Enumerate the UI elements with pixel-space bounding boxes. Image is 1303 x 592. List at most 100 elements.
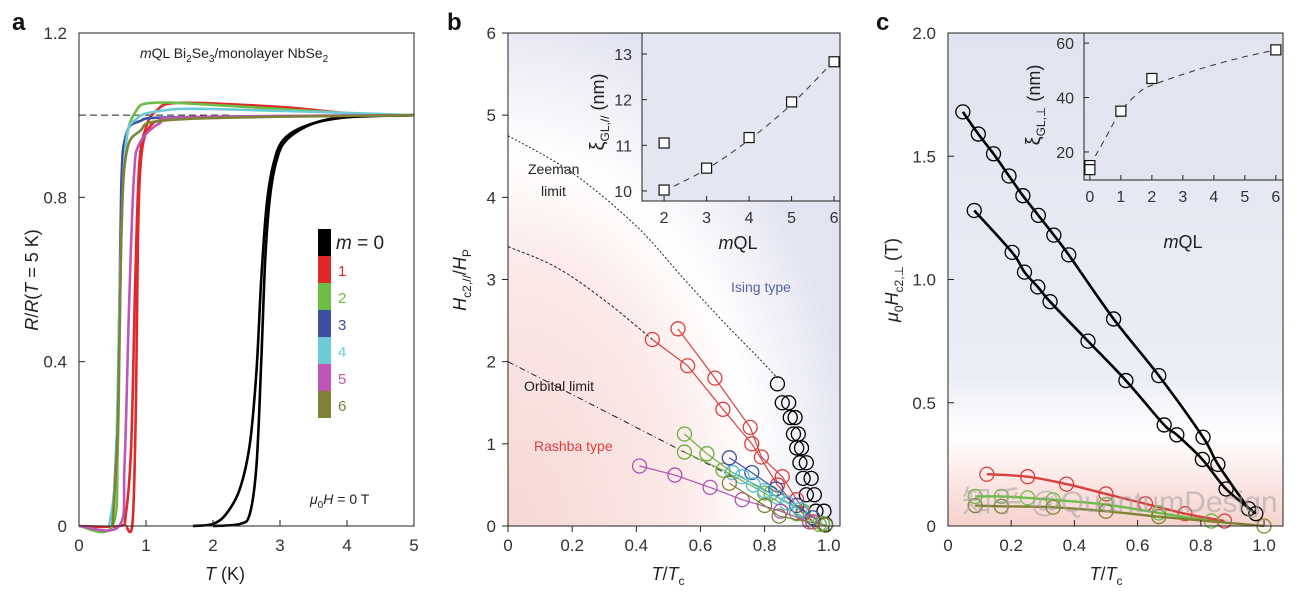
inset-b-point (700, 162, 713, 174)
point-m-1 (1019, 469, 1036, 485)
point-m-0 (1001, 168, 1017, 184)
panel-label-a: a (12, 9, 26, 36)
panel-a-y-tick-label: 0 (58, 517, 67, 536)
panel-label-b: b (447, 9, 462, 36)
point-m-2 (1151, 505, 1167, 521)
point-m-0 (785, 426, 802, 442)
panel-c-y-label: μ0Hc2,⊥ (T) (882, 238, 906, 323)
inset-c-point (1115, 105, 1127, 117)
point-m-4 (724, 464, 741, 481)
point-m-3 (721, 450, 737, 466)
line-m-1 (677, 328, 814, 523)
panel-c-x-tick-label: 0 (943, 536, 952, 555)
panel-a-x-tick-label: 0 (74, 536, 83, 555)
point-m-0 (1105, 311, 1122, 327)
inset-c-y-label: ξGL,⊥ (nm) (1023, 65, 1048, 146)
inset-b-point (828, 56, 840, 68)
panel-a: 0 1 2 3 4 5 0 0.4 0.8 1.2 1 2 3 4 5 6 (43, 24, 418, 555)
panel-c-x-label: T/Tc (1089, 564, 1122, 587)
point-m-0 (798, 455, 814, 471)
panel-c-x-tick-label: 0.4 (1063, 536, 1087, 555)
panel-c-x-tick-label: 0.8 (1189, 536, 1213, 555)
inset-b-y-label: ξGL,// (nm) (587, 74, 612, 151)
panel-c-y-tick-label: 2.0 (912, 24, 936, 43)
panel-b-y-tick-label: 0 (487, 517, 496, 536)
point-m-2 (967, 488, 983, 505)
inset-c-y-tick-label: 40 (1056, 91, 1074, 108)
point-m-0 (1046, 227, 1062, 243)
legend-swatch-m-2 (318, 283, 331, 310)
line-m-4 (732, 472, 801, 511)
inset-b-x-tick-label: 4 (745, 210, 754, 227)
point-m-0 (1194, 451, 1211, 468)
point-m-6 (1151, 508, 1167, 525)
point-m-0 (1015, 188, 1031, 204)
panel-a-y-label: R/R(T = 5 K) (22, 229, 42, 331)
point-m-1 (744, 436, 760, 452)
point-m-1 (1177, 506, 1193, 522)
inset-b-point (658, 137, 670, 149)
fit-line-m-0 (961, 111, 1250, 510)
point-m-4 (756, 483, 773, 499)
legend-label-m-6: 6 (338, 398, 346, 415)
point-m-6 (993, 498, 1010, 514)
point-m-2 (699, 446, 715, 462)
point-m-0 (789, 440, 805, 456)
point-m-0 (1210, 456, 1226, 473)
line-m-6 (728, 482, 826, 526)
point-m-0 (793, 440, 810, 456)
panel-a-y-tick-label: 1.2 (43, 24, 67, 43)
point-m-1 (715, 401, 731, 417)
inset-b-y-tick-label: 10 (614, 184, 632, 201)
zeeman-limit-line (507, 135, 778, 379)
point-m-1 (644, 331, 660, 348)
point-m-3 (789, 497, 805, 514)
inset-b-frame (641, 32, 841, 202)
curve-m-0 (212, 113, 415, 528)
point-m-6 (817, 517, 834, 533)
point-m-6 (1098, 503, 1114, 519)
point-m-0 (985, 146, 1002, 162)
panel-a-frame (78, 32, 415, 527)
point-m-0 (1195, 429, 1211, 445)
orbital-limit-label: Orbital limit (524, 378, 594, 394)
inset-b-y-tick-label: 13 (614, 47, 632, 64)
point-m-6 (721, 475, 737, 491)
field-annotation: μ0H = 0 T (309, 491, 370, 511)
inset-c-point (1146, 72, 1158, 85)
point-m-0 (803, 470, 819, 486)
point-m-2 (676, 426, 693, 442)
point-m-2 (715, 462, 731, 478)
legend-label-m-1: 1 (338, 263, 346, 280)
inset-c-x-tick-label: 2 (1147, 189, 1156, 206)
point-m-0 (970, 126, 986, 142)
panel-b-y-tick-label: 6 (487, 24, 496, 43)
orbital-limit-line (507, 361, 733, 478)
panel-b-y-tick-label: 5 (487, 106, 496, 125)
point-m-0 (1030, 279, 1046, 295)
inset-c-point (1084, 164, 1096, 176)
panel-a-x-label: T (K) (205, 564, 245, 584)
panel-label-c: c (876, 9, 889, 36)
inset-b-x-tick-label: 6 (830, 210, 839, 227)
legend-swatch-m-4 (318, 337, 331, 364)
watermark: 知乎 @QuantumDesign (962, 486, 1278, 519)
point-m-0 (1156, 417, 1172, 433)
panel-b-x-tick-label: 1.0 (817, 536, 841, 555)
panel-b-x-tick-label: 0.4 (624, 536, 648, 555)
panel-b-y-tick-label: 2 (487, 353, 496, 372)
inset-b-x-tick-label: 5 (787, 210, 796, 227)
legend-label-m-3: 3 (338, 317, 346, 334)
panel-b-x-tick-label: 0 (503, 536, 512, 555)
inset-b-x-label: mQL (718, 233, 757, 253)
legend-label-m-2: 2 (338, 290, 346, 307)
point-m-5 (631, 458, 648, 474)
inset-c-x-tick-label: 3 (1178, 189, 1187, 206)
panel-b-y-tick-label: 3 (487, 271, 496, 290)
point-m-0 (1016, 264, 1033, 280)
point-m-1 (1098, 486, 1114, 502)
ising-type-label: Ising type (731, 279, 791, 295)
upper-dashed-line (507, 246, 653, 340)
